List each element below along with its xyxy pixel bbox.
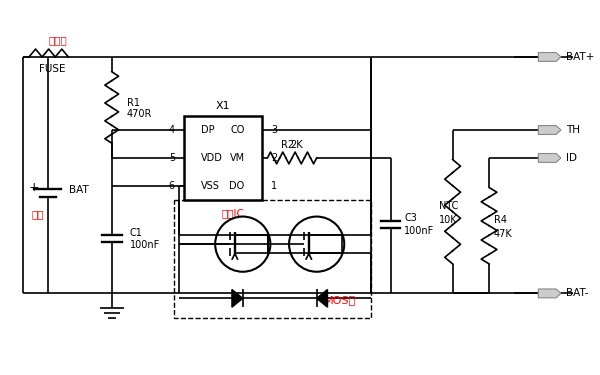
Text: 2: 2 [271,153,277,163]
Text: VDD: VDD [202,153,223,163]
Text: 47K: 47K [494,228,513,238]
Text: 470R: 470R [127,110,152,119]
Text: DP: DP [202,125,215,135]
Text: 电芯: 电芯 [32,210,44,220]
Text: 4: 4 [169,125,175,135]
Text: CO: CO [230,125,245,135]
Text: 100nF: 100nF [130,240,160,249]
Text: VSS: VSS [202,181,220,191]
Polygon shape [538,153,561,162]
Text: 100nF: 100nF [404,226,434,236]
Text: 控制IC: 控制IC [221,209,244,219]
Polygon shape [538,126,561,135]
Text: R4: R4 [494,215,507,225]
Text: 3: 3 [271,125,277,135]
Text: 6: 6 [169,181,175,191]
Text: C1: C1 [130,228,142,238]
Text: DO: DO [229,181,245,191]
Text: +: + [29,180,39,194]
Text: 1: 1 [271,181,277,191]
Text: NTC: NTC [439,201,458,211]
Text: TH: TH [566,125,580,135]
Text: 保险丝: 保险丝 [48,35,67,45]
Polygon shape [232,290,243,307]
Text: BAT-: BAT- [566,288,589,298]
Text: 10K: 10K [439,214,458,225]
Text: MOS管: MOS管 [324,295,356,305]
Polygon shape [538,289,561,298]
Polygon shape [538,53,561,62]
Polygon shape [317,290,328,307]
Text: ID: ID [566,153,577,163]
Bar [174,200,371,318]
Text: VM: VM [230,153,245,163]
Text: BAT: BAT [70,185,89,195]
Bar [184,116,262,200]
Text: 2K: 2K [290,140,303,150]
Text: R1: R1 [127,98,140,108]
Text: X1: X1 [216,101,230,111]
Text: 5: 5 [169,153,175,163]
Text: BAT+: BAT+ [566,52,594,62]
Text: C3: C3 [404,213,417,223]
Text: R2: R2 [281,140,293,150]
Text: FUSE: FUSE [40,64,66,74]
